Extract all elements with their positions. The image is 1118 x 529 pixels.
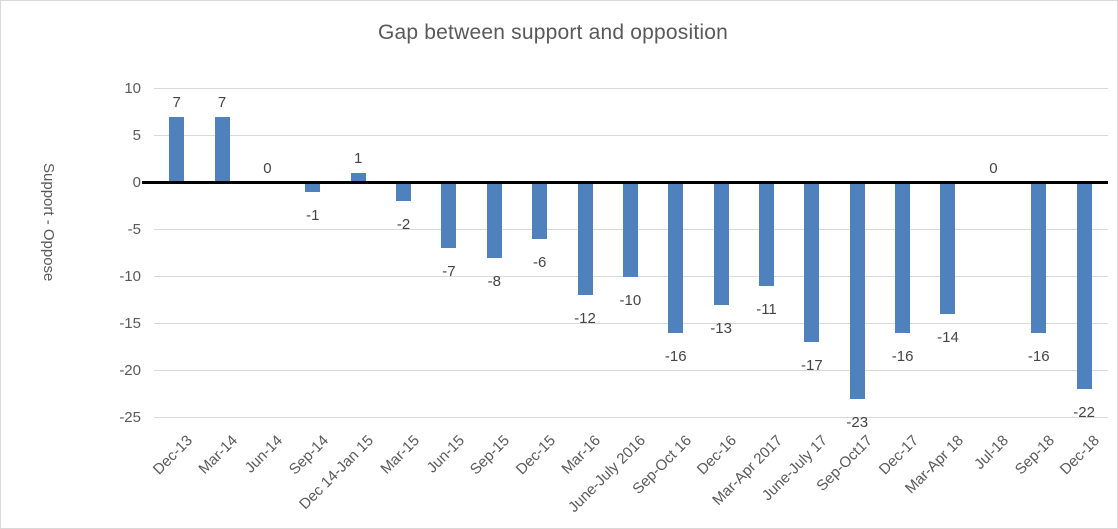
bar [759,182,774,286]
y-tick-label: -20 [119,361,141,379]
gridline [154,135,1108,136]
value-label: -17 [801,357,823,375]
value-label: -8 [487,272,501,290]
gridline [154,276,1108,277]
value-label: -7 [442,263,456,281]
bar [849,182,865,399]
gridline [154,323,1108,324]
bar [1031,182,1047,333]
value-label: -12 [574,310,596,328]
y-tick-label: -10 [119,267,141,285]
bar [1076,182,1092,390]
bar [622,182,638,277]
value-label: -16 [1027,347,1050,365]
y-tick-label: -5 [127,220,141,238]
gridline [154,417,1108,418]
value-label: -13 [710,319,732,337]
bar [486,182,502,258]
y-tick-label: -15 [119,314,141,332]
bar [169,116,185,183]
category-label: Dec-13 [149,432,196,479]
value-label: -10 [619,291,642,309]
bar [305,182,321,192]
bar [350,173,366,183]
bar [532,182,548,239]
value-label: 1 [354,150,363,168]
value-label: -1 [306,206,320,224]
value-label: 0 [989,159,998,177]
bar [895,182,911,333]
value-label: 0 [263,159,272,177]
y-tick-label: 10 [124,79,141,97]
bar [940,182,956,315]
bar [668,182,684,333]
value-label: -11 [756,300,777,318]
y-tick-label: 5 [132,126,141,144]
value-label: -16 [664,347,687,365]
x-axis-line [142,181,1108,184]
value-label: -2 [396,216,411,234]
value-label: -23 [846,413,869,431]
value-label: -6 [532,253,547,271]
y-tick-label: 0 [132,173,141,191]
value-label: -14 [937,329,959,347]
y-tick-label: -25 [119,408,141,426]
value-label: -16 [891,347,914,365]
bar [214,116,230,183]
y-axis-title: Support - Oppose [40,163,57,282]
gridline [154,370,1108,371]
bar [804,182,820,343]
bar [396,182,412,202]
value-label: -22 [1073,404,1095,422]
value-label: 7 [172,93,181,111]
bar [441,182,457,249]
chart-title: Gap between support and opposition [377,21,729,44]
bar [577,182,593,296]
bar [713,182,729,305]
gridline [154,88,1108,89]
value-label: 7 [217,93,227,111]
